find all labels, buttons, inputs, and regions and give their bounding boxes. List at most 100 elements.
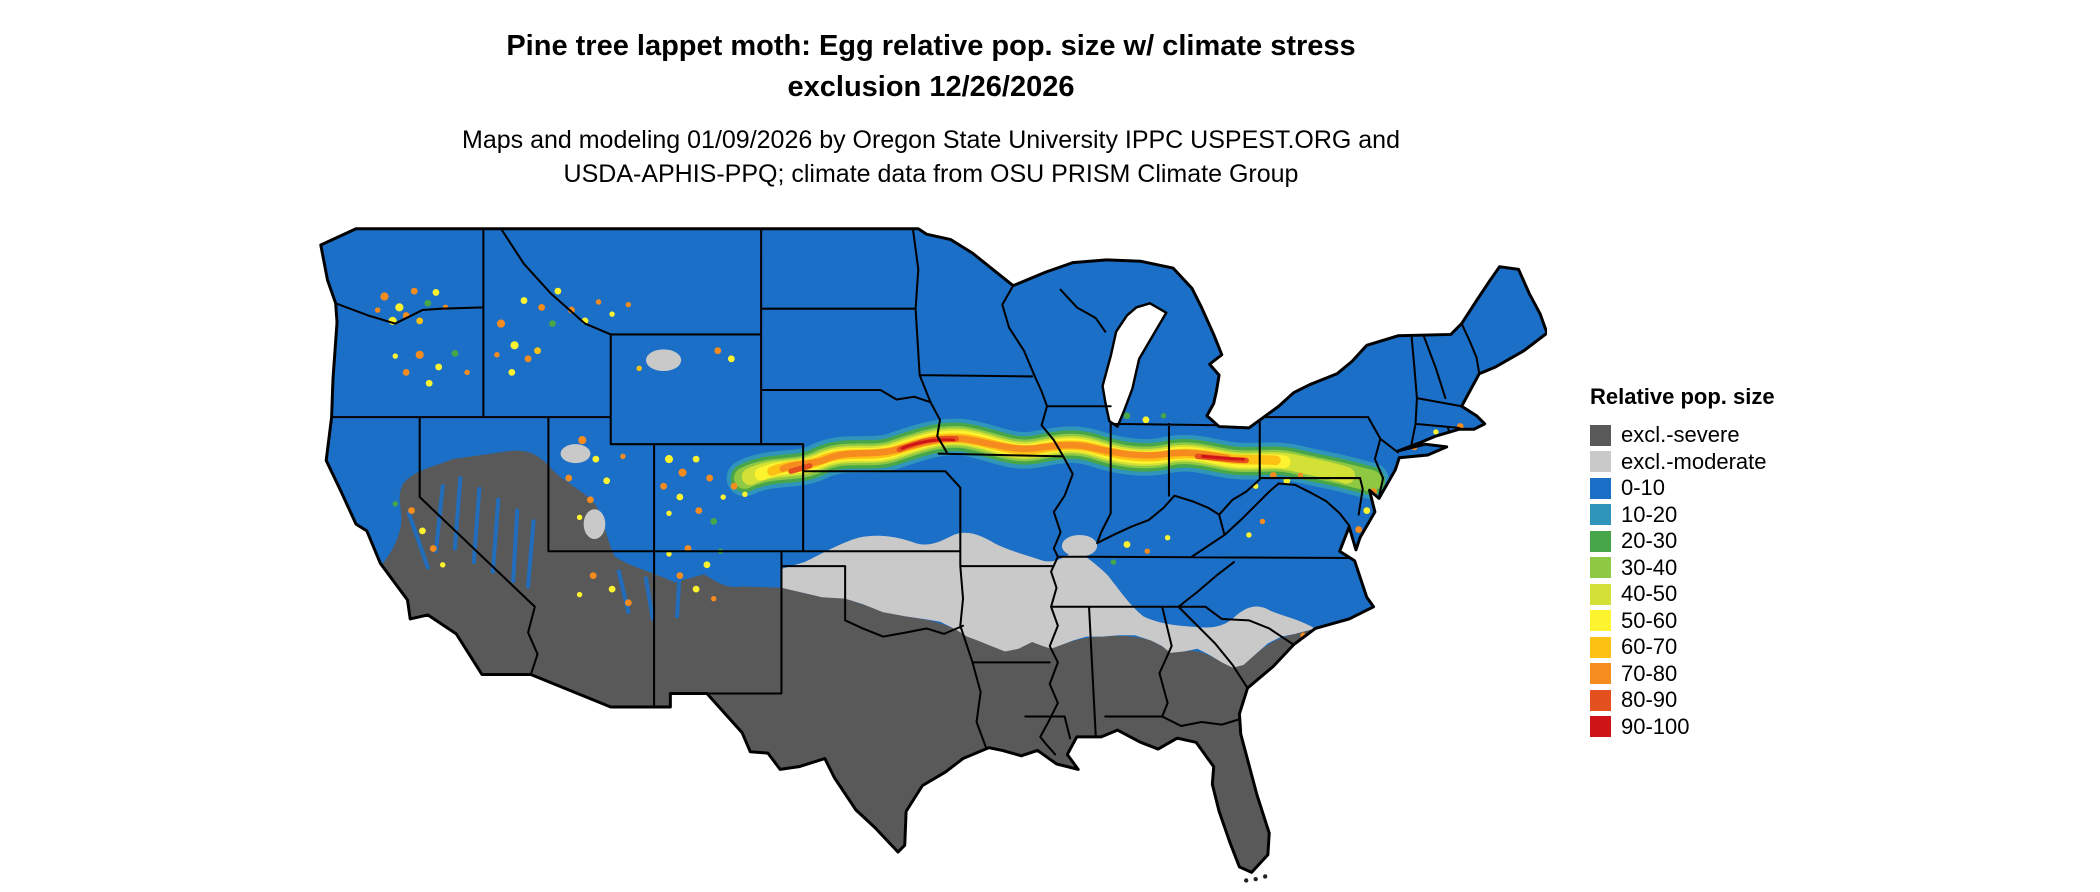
florida-keys-dot: [1263, 874, 1268, 879]
map-speckle: [554, 287, 562, 295]
map-speckle: [592, 455, 600, 463]
map-speckle: [565, 474, 573, 482]
legend-entry: excl.-moderate: [1590, 449, 1775, 476]
legend-entry-label: 60-70: [1621, 634, 1678, 660]
map-speckle: [676, 493, 684, 501]
map-speckle: [534, 347, 541, 355]
map-speckle: [432, 289, 440, 296]
map-speckle: [524, 355, 532, 363]
legend-swatch: [1590, 716, 1611, 738]
map-speckle: [695, 507, 703, 514]
figure-title: Pine tree lappet moth: Egg relative pop.…: [330, 26, 1532, 107]
map-speckle: [410, 287, 418, 295]
map-speckle: [415, 350, 424, 359]
moderate-exclusion-patch: [583, 509, 606, 540]
florida-keys: [1244, 874, 1268, 883]
map-speckle: [1142, 416, 1150, 424]
map-speckle: [660, 482, 667, 490]
legend-entry-label: 30-40: [1621, 554, 1678, 580]
legend-entry-label: 80-90: [1621, 687, 1678, 713]
map-speckle: [380, 292, 389, 301]
moderate-exclusion-region: [781, 532, 1316, 668]
legend-entry: 10-20: [1590, 502, 1775, 529]
map-speckle: [608, 585, 616, 593]
map-speckle: [578, 436, 587, 445]
legend-swatch: [1590, 689, 1611, 711]
map-speckle: [1355, 526, 1363, 533]
figure-subtitle-line2: USDA-APHIS-PPQ; climate data from OSU PR…: [563, 159, 1299, 188]
us-map: [319, 227, 1547, 883]
legend-entry: 50-60: [1590, 608, 1775, 635]
legend-entry-label: excl.-severe: [1621, 422, 1740, 448]
map-speckle: [730, 482, 738, 490]
map-speckle: [692, 455, 700, 463]
florida-keys-dot: [1253, 876, 1258, 882]
map-speckle: [1283, 477, 1291, 485]
map-speckle: [1123, 412, 1131, 420]
legend-swatch: [1590, 424, 1611, 446]
map-speckle: [1160, 413, 1167, 419]
band-90-100: [900, 438, 1245, 461]
legend-title: Relative pop. size: [1590, 384, 1775, 409]
figure-title-line2: exclusion 12/26/2026: [787, 70, 1075, 103]
map-speckle: [520, 297, 528, 304]
map-speckle: [374, 307, 381, 313]
speckle-layer: [374, 287, 1464, 638]
map-speckle: [587, 496, 594, 504]
map-speckle: [609, 311, 615, 317]
legend-entry: 60-70: [1590, 634, 1775, 661]
map-speckle: [435, 363, 443, 371]
map-speckle: [727, 355, 735, 363]
map-speckle: [684, 545, 692, 552]
map-speckle: [395, 303, 404, 312]
map-speckle: [595, 299, 602, 305]
moderate-exclusion-patch: [645, 349, 682, 372]
legend-entry: 0-10: [1590, 475, 1775, 502]
legend-swatch: [1590, 557, 1611, 579]
map-speckle: [636, 365, 642, 372]
map-speckle: [624, 599, 632, 607]
map-speckle: [429, 545, 437, 552]
map-speckle: [666, 551, 672, 557]
map-speckle: [576, 591, 583, 598]
map-speckle: [710, 595, 717, 602]
mountain-ridge-texture: [406, 476, 682, 622]
map-speckle: [440, 562, 446, 568]
legend-entry-label: 40-50: [1621, 581, 1678, 607]
map-speckle: [510, 341, 519, 350]
map-speckle: [549, 320, 556, 327]
map-speckle: [494, 352, 500, 358]
map-speckle: [408, 507, 415, 514]
legend-entry: 80-90: [1590, 687, 1775, 714]
legend-swatch: [1590, 663, 1611, 685]
legend-swatch: [1590, 583, 1611, 605]
moderate-exclusion-patch: [560, 444, 591, 464]
legend-swatch: [1590, 610, 1611, 632]
legend-swatch: [1590, 477, 1611, 499]
map-speckle: [451, 350, 459, 357]
legend-entry: 40-50: [1590, 581, 1775, 608]
legend: Relative pop. size excl.-severe excl.-mod…: [1590, 384, 1775, 740]
legend-entry: 70-80: [1590, 661, 1775, 688]
map-speckle: [664, 455, 674, 464]
severe-exclusion-region: [374, 450, 1316, 873]
legend-entry-label: 50-60: [1621, 607, 1678, 633]
map-speckle: [603, 477, 611, 485]
legend-entry-label: 70-80: [1621, 660, 1678, 686]
map-speckle: [620, 453, 626, 460]
legend-entry: 90-100: [1590, 714, 1775, 741]
map-speckle: [1363, 507, 1371, 514]
figure-subtitle: Maps and modeling 01/09/2026 by Oregon S…: [330, 124, 1532, 192]
map-speckle: [416, 317, 424, 325]
legend-entry-label: excl.-moderate: [1621, 448, 1767, 474]
map-speckle: [1297, 472, 1304, 479]
map-speckle: [1164, 534, 1171, 541]
map-speckle: [703, 561, 711, 569]
florida-keys-dot: [1244, 878, 1249, 883]
legend-entry-label: 10-20: [1621, 501, 1678, 527]
legend-entries: excl.-severe excl.-moderate 0-10 10-20 20-30…: [1590, 422, 1775, 740]
map-speckle: [576, 514, 583, 521]
map-speckle: [496, 319, 506, 328]
figure-subtitle-line1: Maps and modeling 01/09/2026 by Oregon S…: [462, 126, 1400, 154]
